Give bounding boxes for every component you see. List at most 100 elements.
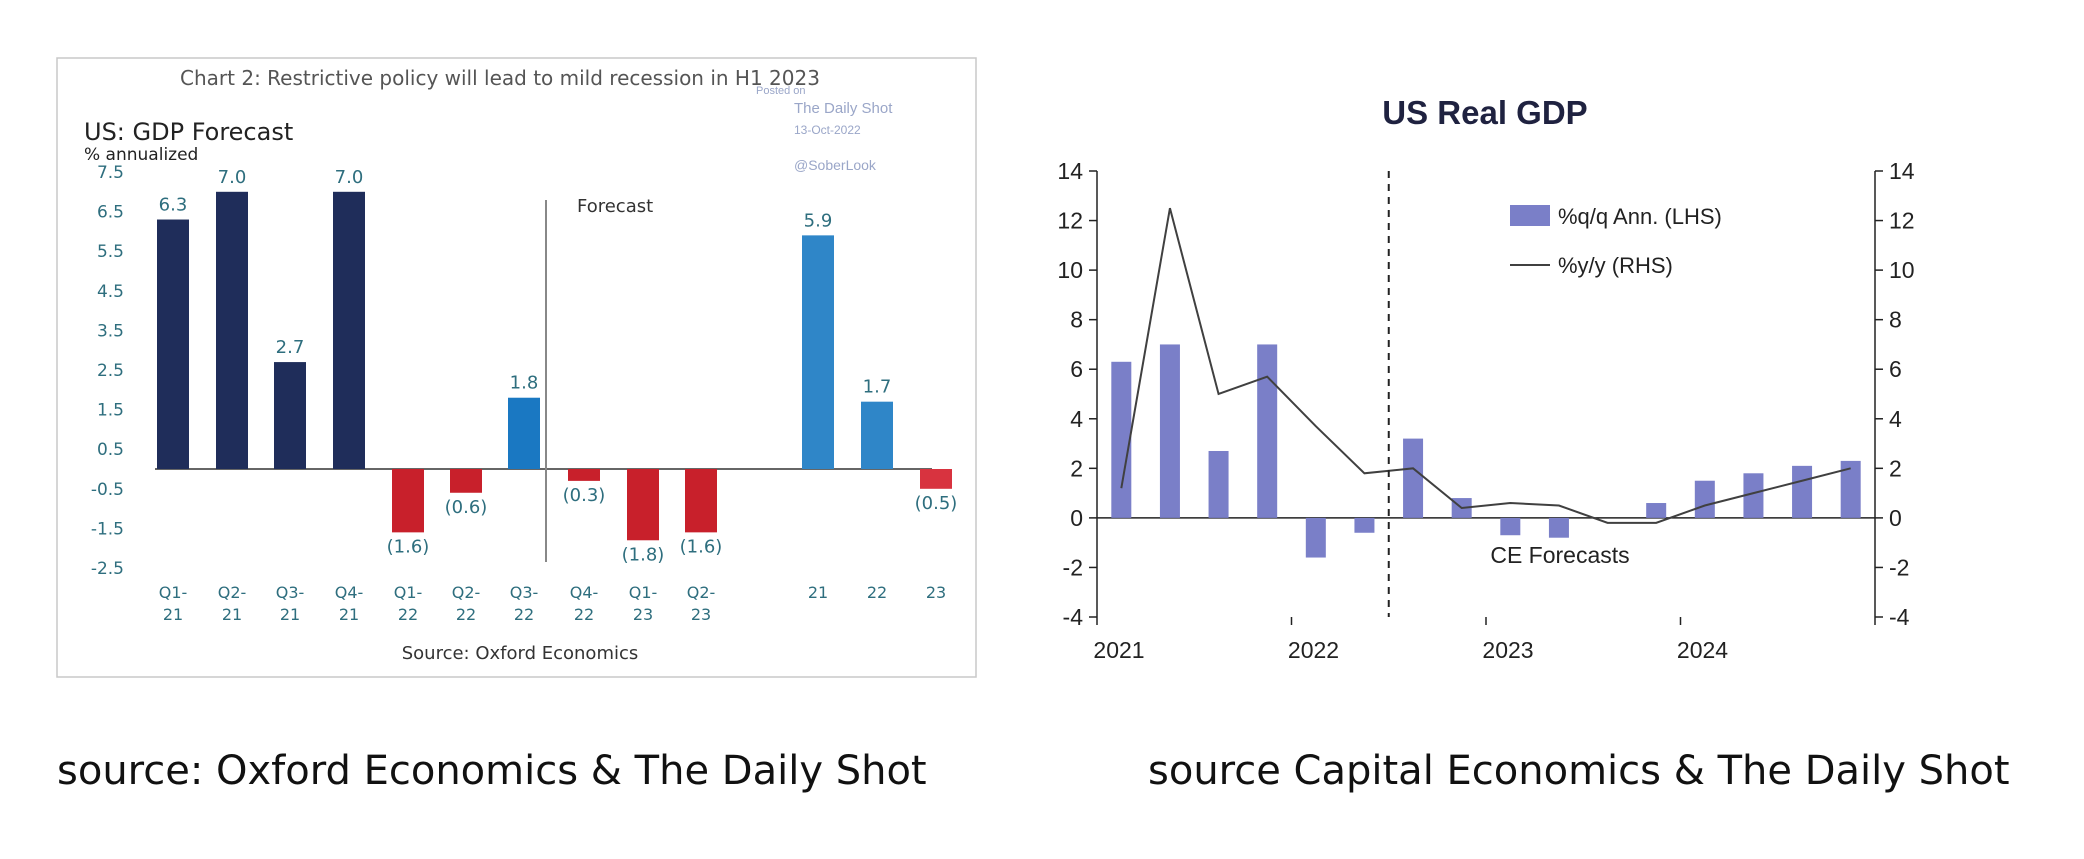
chart1-bar (568, 469, 600, 481)
chart2-y-tick: 2 (1070, 455, 1083, 481)
chart1-x-tick: 22 (398, 605, 418, 624)
chart2-title: US Real GDP (1382, 94, 1587, 131)
chart1-source: Source: Oxford Economics (402, 643, 639, 664)
chart1-forecast-label: Forecast (577, 196, 653, 217)
chart1-data-label: (0.6) (445, 497, 488, 518)
chart2-bar (1646, 503, 1667, 518)
chart1-y-tick: -0.5 (91, 480, 124, 500)
watermark-site: The Daily Shot (794, 100, 893, 117)
chart1-x-tick: Q3- (276, 583, 305, 602)
chart1-x-tick: 21 (808, 583, 828, 602)
watermark-date: 13-Oct-2022 (794, 123, 861, 137)
caption-right: source Capital Economics & The Daily Sho… (1148, 748, 2010, 794)
chart1-data-label: 7.0 (218, 167, 247, 188)
chart2-bar (1257, 344, 1278, 518)
chart2-y-tick: 6 (1070, 356, 1083, 382)
chart1-bar (508, 397, 540, 469)
chart2-y2-tick: 8 (1889, 307, 1902, 333)
chart1-x-tick: 23 (691, 605, 711, 624)
chart1-x-tick: 22 (456, 605, 476, 624)
chart1-bar (157, 219, 189, 469)
chart2-y-tick: -4 (1063, 604, 1084, 630)
chart1-data-label: (0.5) (915, 493, 958, 514)
chart2-bar (1159, 344, 1180, 518)
chart1-y-tick: 2.5 (97, 361, 124, 381)
chart1-x-tick: 21 (222, 605, 242, 624)
chart1-y-tick: 3.5 (97, 321, 124, 341)
chart1-y-tick: 0.5 (97, 440, 124, 460)
chart2-bar (1548, 517, 1569, 538)
chart1-x-tick: 23 (926, 583, 946, 602)
chart2-bar (1840, 460, 1861, 518)
chart1-bar (685, 469, 717, 533)
chart2-bar (1354, 517, 1375, 533)
chart1-bar (216, 191, 248, 470)
chart1-y-axis: 7.5 6.5 5.5 4.5 3.5 2.5 1.5 0.5 -0.5 -1.5 -2.5 (91, 163, 124, 579)
chart2-bar (1208, 450, 1229, 518)
chart2-x-tick: 2024 (1677, 637, 1728, 663)
chart1-x-tick: Q1- (394, 583, 423, 602)
chart1-ylabel: % annualized (84, 145, 198, 165)
chart1-x-tick: Q4- (570, 583, 599, 602)
chart1-bar (450, 469, 482, 493)
chart2-y2-tick: 2 (1889, 455, 1902, 481)
chart1-x-tick: Q3- (510, 583, 539, 602)
chart1-y-tick: 5.5 (97, 242, 124, 262)
chart1-data-label: (1.6) (387, 536, 430, 557)
chart1-bar (274, 362, 306, 469)
chart2-y2-tick: 4 (1889, 406, 1902, 432)
chart2-y2-tick: 10 (1889, 257, 1915, 283)
chart2-bar (1403, 438, 1424, 518)
chart1-y-tick: -2.5 (91, 559, 124, 579)
chart2-y-tick: 10 (1057, 257, 1083, 283)
chart1-y-tick: 7.5 (97, 163, 124, 183)
chart1-y-tick: 1.5 (97, 401, 124, 421)
chart1-x-tick: 22 (867, 583, 887, 602)
chart1-x-tick: 23 (633, 605, 653, 624)
chart2-y2-tick: -4 (1889, 604, 1910, 630)
chart2-bar (1743, 473, 1764, 518)
chart1-y-tick: -1.5 (91, 519, 124, 539)
chart-gdp-forecast: Chart 2: Restrictive policy will lead to… (56, 57, 977, 678)
chart1-y-tick: 6.5 (97, 203, 124, 223)
chart1-data-label: 6.3 (159, 195, 188, 216)
chart1-x-tick: 22 (514, 605, 534, 624)
caption-left: source: Oxford Economics & The Daily Sho… (57, 748, 927, 794)
chart1-data-label: (1.8) (622, 544, 665, 565)
chart2-bar (1792, 465, 1813, 518)
chart1-data-label: 7.0 (335, 167, 364, 188)
chart1-bar (392, 469, 424, 533)
chart1-data-label: 1.8 (510, 373, 539, 394)
chart1-x-tick: 21 (280, 605, 300, 624)
chart2-x-tick: 2022 (1288, 637, 1339, 663)
chart2-legend: %q/q Ann. (LHS) %y/y (RHS) (1510, 204, 1722, 278)
chart1-x-tick: Q1- (159, 583, 188, 602)
chart1-x-tick: 21 (163, 605, 183, 624)
chart2-y2-tick: 12 (1889, 208, 1915, 234)
chart1-title: Chart 2: Restrictive policy will lead to… (180, 66, 820, 90)
chart2-forecast-label: CE Forecasts (1490, 542, 1629, 568)
chart1-x-tick: Q1- (629, 583, 658, 602)
legend-bar-swatch (1510, 205, 1550, 226)
chart2-yoy-line (1120, 207, 1851, 524)
chart1-x-tick: Q2- (687, 583, 716, 602)
chart1-bar (333, 191, 365, 470)
chart2-y-tick: 12 (1057, 208, 1083, 234)
chart1-bars: 6.3 Q1- 21 7.0 Q2- 21 2.7 Q3- 21 7.0 Q4- 21 (1.6) Q1-… (157, 167, 957, 624)
chart1-data-label: 1.7 (863, 377, 892, 398)
chart2-y-tick: 0 (1070, 505, 1083, 531)
chart1-data-label: (0.3) (563, 485, 606, 506)
chart1-bar (802, 235, 834, 469)
chart2-y2-tick: 6 (1889, 356, 1902, 382)
chart2-bar (1305, 517, 1326, 558)
chart2-y2-tick: 0 (1889, 505, 1902, 531)
chart1-data-label: (1.6) (680, 536, 723, 557)
chart-us-real-gdp: US Real GDP 14 14 12 12 10 10 8 8 6 6 4 4 2 2 0 0 -2 -2 -4… (1057, 94, 1914, 663)
chart1-subtitle: US: GDP Forecast (84, 118, 293, 146)
chart2-y2-tick: 14 (1889, 158, 1915, 184)
legend-bars-label: %q/q Ann. (LHS) (1558, 204, 1722, 229)
chart1-x-tick: 22 (574, 605, 594, 624)
chart1-y-tick: 4.5 (97, 282, 124, 302)
chart2-y-tick: -2 (1063, 554, 1083, 580)
